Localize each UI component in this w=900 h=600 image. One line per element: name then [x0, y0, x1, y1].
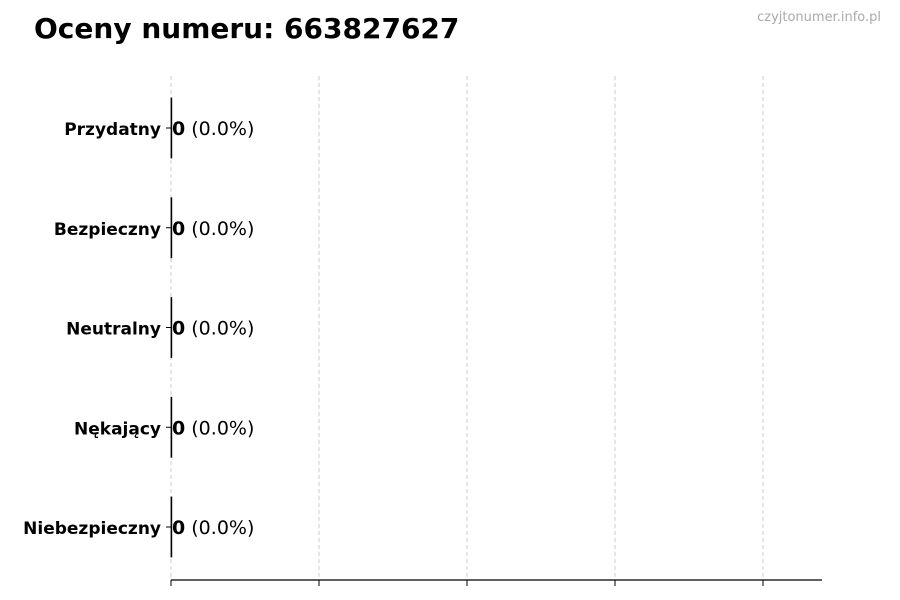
data-label: 0 (0.0%) [172, 118, 254, 140]
data-label-count: 0 [172, 318, 185, 340]
data-label: 0 (0.0%) [172, 218, 254, 240]
data-label-count: 0 [172, 417, 185, 439]
chart-title: Oceny numeru: 663827627 [34, 12, 460, 45]
data-label: 0 (0.0%) [172, 318, 254, 340]
y-tick-label: Niebezpieczny [23, 519, 161, 539]
data-label: 0 (0.0%) [172, 417, 254, 439]
data-label-count: 0 [172, 118, 185, 140]
data-label: 0 (0.0%) [172, 517, 254, 539]
data-label-count: 0 [172, 218, 185, 240]
y-tick-label: Przydatny [64, 120, 161, 140]
data-label-count: 0 [172, 517, 185, 539]
data-label-percent: (0.0%) [185, 517, 254, 539]
data-label-percent: (0.0%) [185, 118, 254, 140]
data-label-percent: (0.0%) [185, 218, 254, 240]
watermark: czyjtonumer.info.pl [757, 10, 881, 25]
y-tick-label: Neutralny [66, 320, 161, 340]
data-label-percent: (0.0%) [185, 417, 254, 439]
y-tick-label: Bezpieczny [54, 220, 161, 240]
data-label-percent: (0.0%) [185, 318, 254, 340]
y-tick-label: Nękający [74, 419, 161, 439]
